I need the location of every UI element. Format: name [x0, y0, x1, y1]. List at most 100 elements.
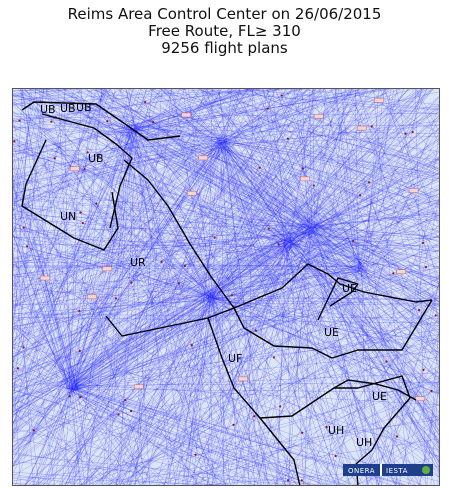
trajectory-line — [50, 88, 440, 391]
trajectory-line — [12, 232, 400, 486]
trajectory-line — [284, 88, 440, 352]
trajectory-line — [34, 88, 171, 486]
trajectory-line — [12, 396, 168, 486]
navaid-point — [97, 155, 100, 158]
trajectory-line — [12, 88, 140, 410]
trajectory-line — [12, 242, 440, 444]
trajectory-line — [73, 128, 440, 486]
trajectory-line — [309, 155, 440, 262]
trajectory-line — [12, 285, 440, 342]
trajectory-line — [12, 302, 247, 486]
trajectory-line — [27, 88, 301, 486]
trajectory-line — [222, 140, 440, 486]
trajectory-line — [73, 129, 440, 486]
trajectory-line — [12, 271, 367, 486]
navaid-point — [434, 314, 437, 317]
navaid-point — [312, 184, 315, 187]
trajectory-line — [334, 88, 381, 486]
trajectory-line — [386, 128, 440, 486]
trajectory-line — [316, 114, 440, 224]
airway-line — [72, 120, 173, 377]
trajectory-line — [12, 476, 255, 486]
trajectory-line — [238, 88, 316, 245]
trajectory-line — [12, 231, 308, 374]
trajectory-line — [12, 151, 440, 385]
trajectory-line — [12, 88, 355, 154]
trajectory-line — [12, 228, 380, 486]
trajectory-line — [12, 215, 200, 486]
trajectory-line — [12, 88, 268, 121]
trajectory-line — [12, 137, 77, 388]
trajectory-line — [12, 263, 70, 397]
trajectory-line — [381, 279, 440, 486]
trajectory-line — [12, 88, 108, 366]
trajectory-line — [213, 88, 440, 301]
trajectory-line — [310, 88, 423, 486]
trajectory-line — [415, 88, 426, 486]
trajectory-line — [12, 88, 75, 385]
logo-onera: ONERA — [348, 467, 375, 475]
trajectory-line — [12, 222, 71, 391]
trajectory-line — [12, 302, 208, 486]
trajectory-line — [12, 114, 74, 390]
trajectory-line — [12, 145, 261, 486]
trajectory-line — [70, 256, 440, 486]
trajectory-line — [12, 127, 440, 278]
trajectory-line — [213, 88, 440, 327]
trajectory-line — [46, 299, 440, 486]
trajectory-line — [12, 452, 219, 486]
trajectory-line — [224, 120, 440, 303]
trajectory-line — [31, 88, 214, 486]
trajectory-line — [12, 88, 302, 211]
trajectory-line — [84, 88, 440, 355]
trajectory-line — [58, 88, 429, 386]
flight-trajectories — [12, 88, 440, 486]
trajectory-line — [61, 88, 440, 423]
trajectory-line — [12, 198, 440, 241]
trajectory-line — [95, 88, 369, 486]
trajectory-line — [12, 262, 300, 486]
trajectory-line — [12, 236, 440, 302]
trajectory-line — [12, 217, 291, 346]
trajectory-line — [12, 125, 137, 486]
trajectory-line — [66, 143, 440, 486]
trajectory-line — [134, 122, 417, 486]
navaid-point — [152, 120, 155, 124]
trajectory-line — [12, 140, 440, 265]
trajectory-line — [356, 88, 440, 281]
trajectory-line — [12, 110, 440, 445]
trajectory-line — [274, 333, 440, 486]
trajectory-line — [176, 88, 440, 248]
trajectory-line — [71, 88, 221, 486]
trajectory-line — [12, 363, 84, 486]
trajectory-line — [12, 312, 75, 486]
trajectory-line — [12, 141, 340, 486]
navaid-point — [190, 344, 193, 347]
trajectory-line — [12, 88, 425, 243]
trajectory-line — [12, 214, 311, 455]
trajectory-line — [103, 88, 168, 134]
navaid-point — [130, 281, 133, 284]
trajectory-line — [133, 127, 440, 450]
trajectory-line — [12, 326, 426, 486]
trajectory-line — [12, 88, 43, 191]
trajectory-line — [12, 412, 120, 486]
trajectory-line — [12, 88, 278, 367]
navaid-point — [334, 454, 337, 458]
trajectory-line — [91, 88, 440, 283]
trajectory-line — [12, 477, 62, 486]
trajectory-line — [298, 88, 360, 486]
trajectory-line — [12, 115, 440, 452]
trajectory-line — [375, 194, 440, 486]
trajectory-line — [12, 88, 240, 211]
trajectory-line — [108, 225, 440, 486]
boundary-uh — [259, 375, 411, 486]
trajectory-line — [338, 416, 440, 486]
airway-line — [29, 286, 348, 310]
sector-boundaries — [21, 101, 433, 486]
trajectory-line — [12, 88, 423, 264]
trajectory-line — [78, 188, 440, 486]
trajectory-line — [24, 88, 321, 486]
navaid-point — [286, 137, 289, 140]
trajectory-line — [223, 88, 440, 473]
